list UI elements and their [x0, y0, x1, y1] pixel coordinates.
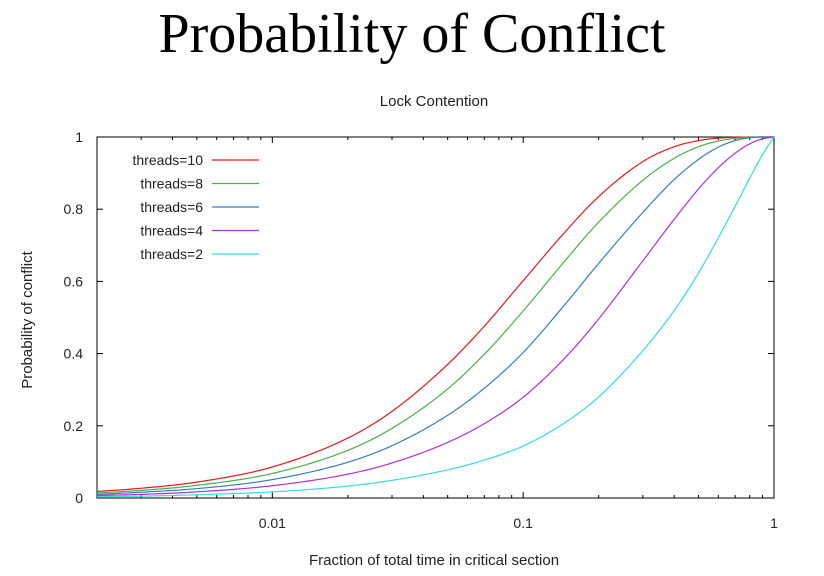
y-tick-label: 1 [75, 129, 83, 145]
series-lines [96, 136, 775, 498]
legend-label: threads=6 [140, 199, 203, 215]
series-line-threads-2 [96, 136, 775, 498]
legend-label: threads=10 [133, 152, 204, 168]
plot-frame [96, 136, 775, 499]
y-tick-label: 0 [75, 490, 83, 506]
legend: threads=10 threads=8 threads=6 threads=4 thr… [133, 152, 259, 262]
slide-title: Probability of Conflict [158, 3, 666, 65]
legend-label: threads=8 [140, 176, 203, 192]
x-tick-label: 0.1 [513, 515, 533, 531]
y-tick-label: 0.6 [64, 273, 84, 289]
series-line-threads-10 [96, 136, 774, 493]
x-tick-label: 1 [770, 515, 778, 531]
x-tick-label: 0.01 [259, 515, 286, 531]
series-line-threads-4 [96, 136, 775, 497]
y-axis-label: Probability of conflict [19, 250, 36, 388]
legend-label: threads=4 [140, 223, 203, 239]
y-tick-label: 0.8 [64, 201, 84, 217]
series-line-threads-8 [96, 136, 774, 494]
y-tick-label: 0.4 [64, 346, 84, 362]
y-tick-label: 0.2 [64, 418, 84, 434]
chart-title: Lock Contention [380, 93, 488, 110]
legend-label: threads=2 [140, 246, 203, 262]
x-axis-label: Fraction of total time in critical secti… [309, 552, 559, 569]
series-line-threads-6 [96, 136, 774, 495]
